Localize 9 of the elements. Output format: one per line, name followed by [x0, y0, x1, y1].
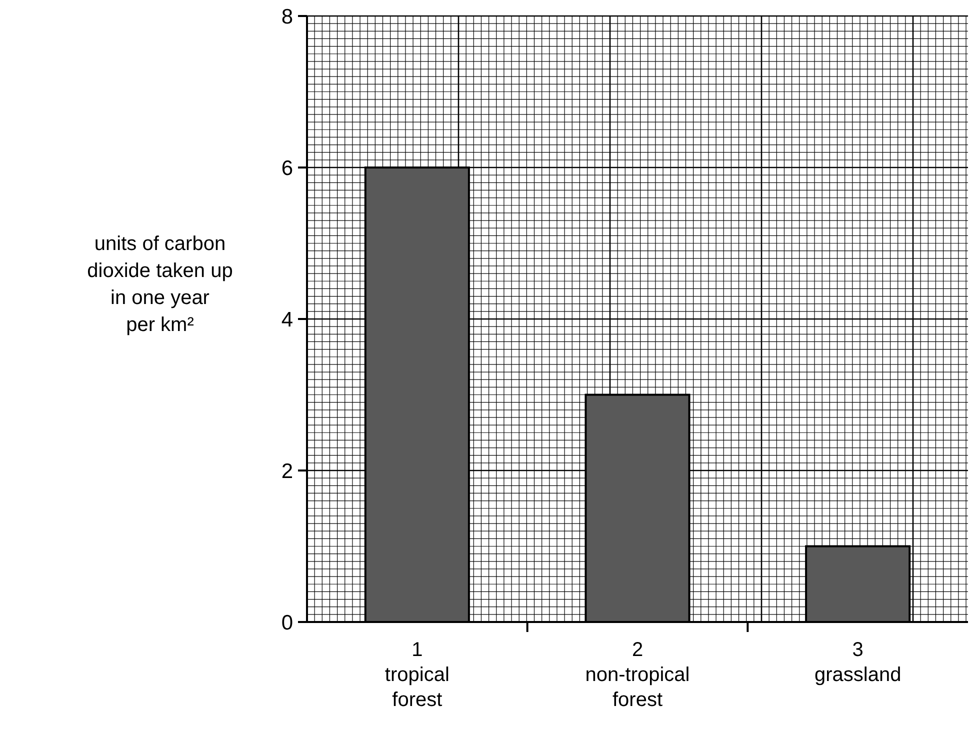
- x-tick-label: 3 grassland: [814, 639, 902, 686]
- y-tick-label: 4: [281, 308, 294, 332]
- y-tick-label: 8: [281, 5, 293, 28]
- y-tick-label: 0: [281, 611, 293, 634]
- x-tick-label: 2 non-tropical forest: [585, 639, 690, 711]
- y-axis-title: units of carbon dioxide taken up in one year per km²: [87, 233, 233, 336]
- y-tick-label: 2: [281, 460, 293, 483]
- y-tick-label: 6: [281, 156, 293, 180]
- x-tick-label: 1 tropical forest: [384, 639, 450, 711]
